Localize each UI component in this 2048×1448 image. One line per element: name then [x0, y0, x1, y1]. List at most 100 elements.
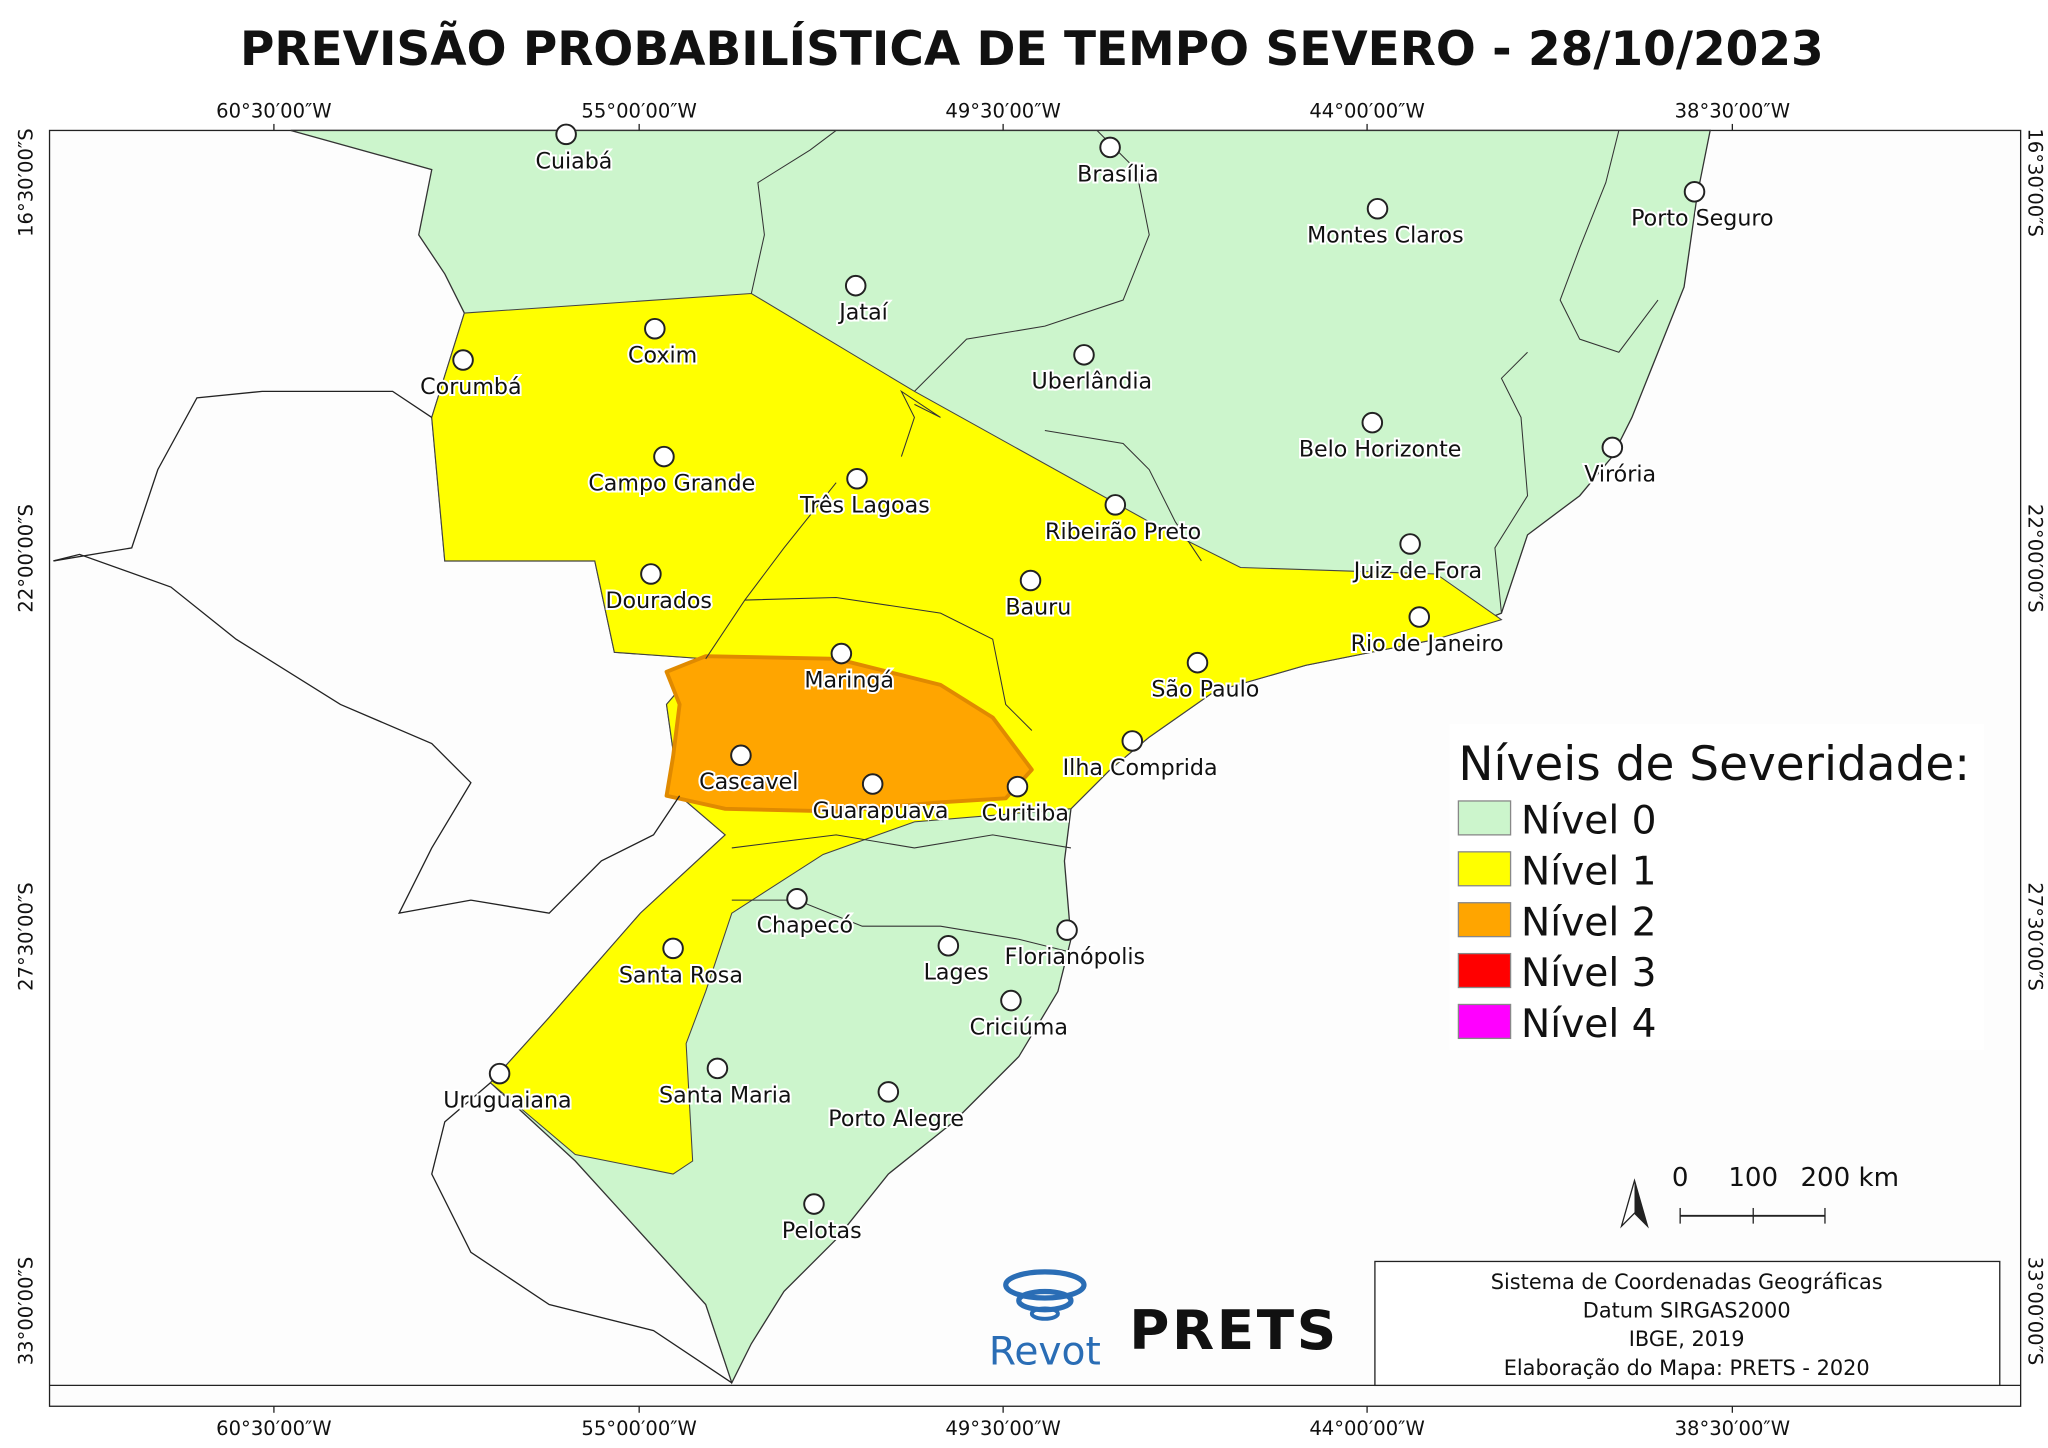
scale-label: 200 km	[1800, 1163, 1899, 1193]
city-marker	[1006, 775, 1029, 798]
city-label: Ilha Comprida	[1063, 755, 1218, 781]
city-marker	[1073, 344, 1095, 366]
level-2-area	[664, 654, 1034, 814]
city-marker	[653, 445, 675, 468]
legend-swatch	[1457, 1003, 1512, 1040]
legend-label: Nível 4	[1521, 1002, 1657, 1047]
city-marker	[803, 1193, 825, 1215]
legend-swatch	[1457, 952, 1512, 989]
city-label: Porto Alegre	[828, 1106, 964, 1132]
city-marker	[830, 642, 853, 665]
country-border	[431, 1082, 733, 1384]
city-label: Guarapuava	[813, 798, 949, 824]
city-marker	[1366, 197, 1389, 220]
country-border	[53, 553, 681, 915]
info-line: Sistema de Coordenadas Geográficas	[1491, 1270, 1883, 1294]
city-label: Cascavel	[699, 769, 798, 795]
city-marker	[1399, 533, 1421, 555]
legend-label: Nível 1	[1521, 849, 1657, 894]
latitude-label: 16°30′00″S	[2023, 128, 2046, 237]
latitude-label: 27°30′00″S	[2023, 882, 2046, 991]
longitude-label: 55°00′00″W	[581, 99, 696, 122]
state-border	[900, 389, 941, 457]
city-marker	[555, 123, 577, 146]
city-label: Bauru	[1005, 594, 1071, 620]
state-border	[705, 482, 837, 660]
city-label: Coxim	[628, 343, 697, 369]
state-border	[1044, 429, 1202, 562]
city-label: Chapecó	[757, 913, 854, 939]
legend-swatch	[1457, 902, 1512, 938]
city-marker	[1000, 989, 1022, 1012]
city-marker	[1099, 136, 1121, 159]
city-marker	[1104, 494, 1127, 516]
city-label: Santa Maria	[659, 1082, 792, 1108]
city-label: Cuiabá	[536, 148, 613, 174]
latitude-label: 33°00′00″S	[2023, 1257, 2046, 1366]
city-label: Porto Seguro	[1631, 206, 1774, 232]
city-marker	[640, 563, 662, 585]
city-marker	[452, 349, 474, 371]
revot-logo	[1003, 1269, 1087, 1301]
city-label: Montes Claros	[1307, 223, 1464, 249]
longitude-label: 60°30′00″W	[216, 1417, 331, 1440]
state-border	[750, 130, 837, 294]
latitude-label: 27°30′00″S	[15, 882, 38, 991]
city-label: Maringá	[804, 667, 894, 693]
info-line: IBGE, 2019	[1629, 1327, 1745, 1351]
city-marker	[1056, 919, 1078, 941]
longitude-label: 55°00′00″W	[581, 1417, 696, 1440]
state-border	[1559, 130, 1659, 353]
city-marker	[861, 773, 884, 795]
city-marker	[706, 1057, 729, 1080]
city-label: Santa Rosa	[619, 962, 743, 988]
city-marker	[877, 1081, 900, 1103]
city-label: Jataí	[837, 300, 888, 326]
longitude-label: 49°30′00″W	[945, 1417, 1060, 1440]
city-marker	[1601, 436, 1624, 459]
info-box	[1374, 1260, 2001, 1387]
city-label: Dourados	[605, 588, 712, 614]
city-label: Virória	[1584, 461, 1656, 487]
longitude-label: 38°30′00″W	[1675, 99, 1790, 122]
longitude-label: 44°00′00″W	[1309, 1417, 1424, 1440]
state-border	[731, 834, 1072, 849]
city-label: Criciúma	[970, 1014, 1068, 1040]
longitude-label: 49°30′00″W	[945, 99, 1060, 122]
city-marker	[1186, 651, 1209, 674]
legend-label: Nível 3	[1521, 951, 1657, 996]
city-label: Ribeirão Preto	[1045, 519, 1201, 545]
state-border	[914, 130, 1150, 392]
city-label: Uruguaiana	[443, 1088, 571, 1114]
city-label: Corumbá	[420, 374, 521, 400]
city-label: Curitiba	[982, 801, 1069, 827]
legend-title: Níveis de Severidade:	[1458, 737, 1970, 792]
north-arrow	[1634, 1180, 1648, 1227]
city-label: Três Lagoas	[799, 493, 930, 519]
longitude-label: 60°30′00″W	[216, 99, 331, 122]
city-label: Juiz de Fora	[1352, 558, 1482, 584]
state-border	[744, 596, 1033, 731]
state-border	[731, 899, 1072, 953]
city-label: Belo Horizonte	[1299, 437, 1462, 463]
city-label: Florianópolis	[1005, 944, 1145, 970]
city-marker	[1361, 411, 1384, 434]
city-marker	[1408, 606, 1431, 628]
city-label: Lages	[924, 960, 989, 986]
legend-swatch	[1457, 800, 1512, 836]
city-marker	[844, 274, 867, 297]
latitude-label: 22°00′00″S	[2023, 504, 2046, 613]
city-marker	[786, 888, 808, 910]
city-marker	[1121, 730, 1144, 752]
latitude-label: 16°30′00″S	[15, 128, 38, 237]
city-label: Campo Grande	[588, 470, 755, 496]
latitude-label: 33°00′00″S	[15, 1257, 38, 1366]
city-label: São Paulo	[1151, 677, 1259, 703]
city-marker	[1683, 181, 1706, 203]
city-marker	[644, 317, 666, 340]
prets-text: PRETS	[1129, 1298, 1339, 1362]
scale-label: 0	[1672, 1163, 1689, 1193]
legend-label: Nível 2	[1521, 900, 1657, 945]
city-label: Brasília	[1077, 161, 1158, 187]
